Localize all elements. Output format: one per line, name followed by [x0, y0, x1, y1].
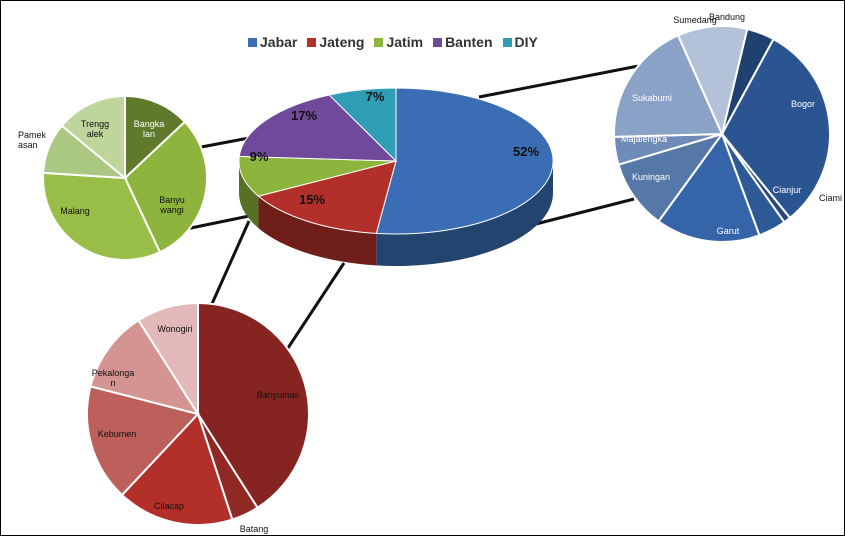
connector-jatim-bottom — [185, 212, 260, 231]
legend-swatch — [307, 37, 317, 47]
slice-label-sukabumi: Sukabumi — [632, 93, 672, 103]
slice-kuningan — [617, 132, 725, 223]
connector-jatim-top — [195, 136, 250, 150]
slice-label-majalengka: Majalengka — [621, 134, 667, 144]
legend-label: DIY — [514, 34, 538, 50]
main-slice-jateng — [257, 160, 397, 234]
legend-swatch — [502, 37, 512, 47]
slice-label-kebumen: Kebumen — [98, 429, 137, 439]
connector-lines — [185, 59, 665, 352]
slice-pekalongan — [89, 318, 201, 416]
slice-label-pekalongan: Pekalonga n — [92, 368, 135, 388]
main-slice-label-diy: 7% — [366, 89, 385, 104]
slice-label-ciamis: Ciami — [819, 193, 842, 203]
slice-sumedang — [676, 25, 749, 138]
slice-label-garut: Garut — [717, 226, 740, 236]
connector-jabar-bottom — [527, 197, 635, 228]
legend-item-diy: DIY — [502, 34, 538, 50]
jabar-breakdown-pie: Bandung Bogor Ciami Cianjur Garut Kuningan Maj… — [613, 12, 842, 243]
slice-label-cilacap: Cilacap — [154, 501, 184, 511]
slice-kebumen — [86, 385, 200, 497]
legend-item-jabar: Jabar — [248, 34, 297, 50]
connector-jabar-top — [478, 59, 665, 99]
slice-malang — [42, 171, 162, 261]
slice-wonogiri — [137, 301, 199, 418]
slice-label-kuningan: Kuningan — [632, 172, 670, 182]
main-slice-banten — [238, 94, 398, 162]
slice-label-batang: Batang — [240, 524, 269, 534]
slice-label-bogor: Bogor — [791, 99, 815, 109]
main-slice-side-jatim — [238, 161, 259, 229]
main-slice-side-jabar — [376, 161, 553, 266]
main-slice-label-jabar: 52% — [513, 144, 539, 159]
legend-item-jatim: Jatim — [374, 34, 423, 50]
main-slice-label-banten: 17% — [291, 108, 317, 123]
jatim-breakdown-pie: Bangka lan Banyu wangi Malang Pamek asan Trengg… — [18, 94, 208, 261]
connector-jateng-right — [284, 262, 346, 352]
legend-label: Jatim — [386, 34, 424, 50]
slice-trenggalek — [60, 94, 126, 181]
legend-swatch — [433, 37, 443, 47]
slice-label-cianjur: Cianjur — [773, 185, 802, 195]
main-slice-diy — [328, 87, 397, 163]
legend-item-banten: Banten — [433, 34, 493, 50]
slice-label-sumedang: Sumedang — [673, 15, 717, 25]
legend-label: Banten — [445, 34, 493, 50]
main-slice-label-jateng: 15% — [299, 192, 325, 207]
slice-label-bangkalan: Bangka lan — [134, 119, 165, 139]
slice-bogor — [720, 37, 831, 220]
slice-sukabumi — [613, 34, 724, 138]
main-slice-jabar — [375, 87, 554, 235]
connector-jateng-left — [209, 220, 251, 307]
jateng-breakdown-pie: Banyumas Batang Cilacap Kebumen Pekalonga n Wo… — [86, 301, 310, 534]
legend-item-jateng: Jateng — [307, 34, 364, 50]
main-slice-label-jatim: 9% — [250, 149, 269, 164]
main-slice-side-jateng — [258, 196, 377, 266]
legend: Jabar Jateng Jatim Banten DIY — [248, 32, 538, 52]
legend-swatch — [248, 37, 257, 47]
main-slice-jatim — [238, 155, 397, 197]
legend-swatch — [374, 37, 384, 47]
slice-label-banyuwangi: Banyu wangi — [159, 195, 185, 215]
slice-cilacap — [120, 412, 234, 526]
slice-garut — [657, 131, 761, 243]
legend-label: Jateng — [319, 34, 365, 50]
slice-label-wonogiri: Wonogiri — [157, 324, 192, 334]
slice-label-pamekasan: Pamek asan — [18, 130, 47, 150]
slice-label-banyumas: Banyumas — [257, 390, 300, 400]
main-pie: 52% 15% 9% 17% 7% — [238, 87, 554, 266]
slice-label-bandung: Bandung — [709, 12, 745, 22]
slice-label-malang: Malang — [60, 206, 90, 216]
slice-label-trenggalek: Trengg alek — [81, 119, 109, 139]
slice-bangkalan — [124, 94, 187, 181]
legend-label: Jabar — [260, 34, 298, 50]
